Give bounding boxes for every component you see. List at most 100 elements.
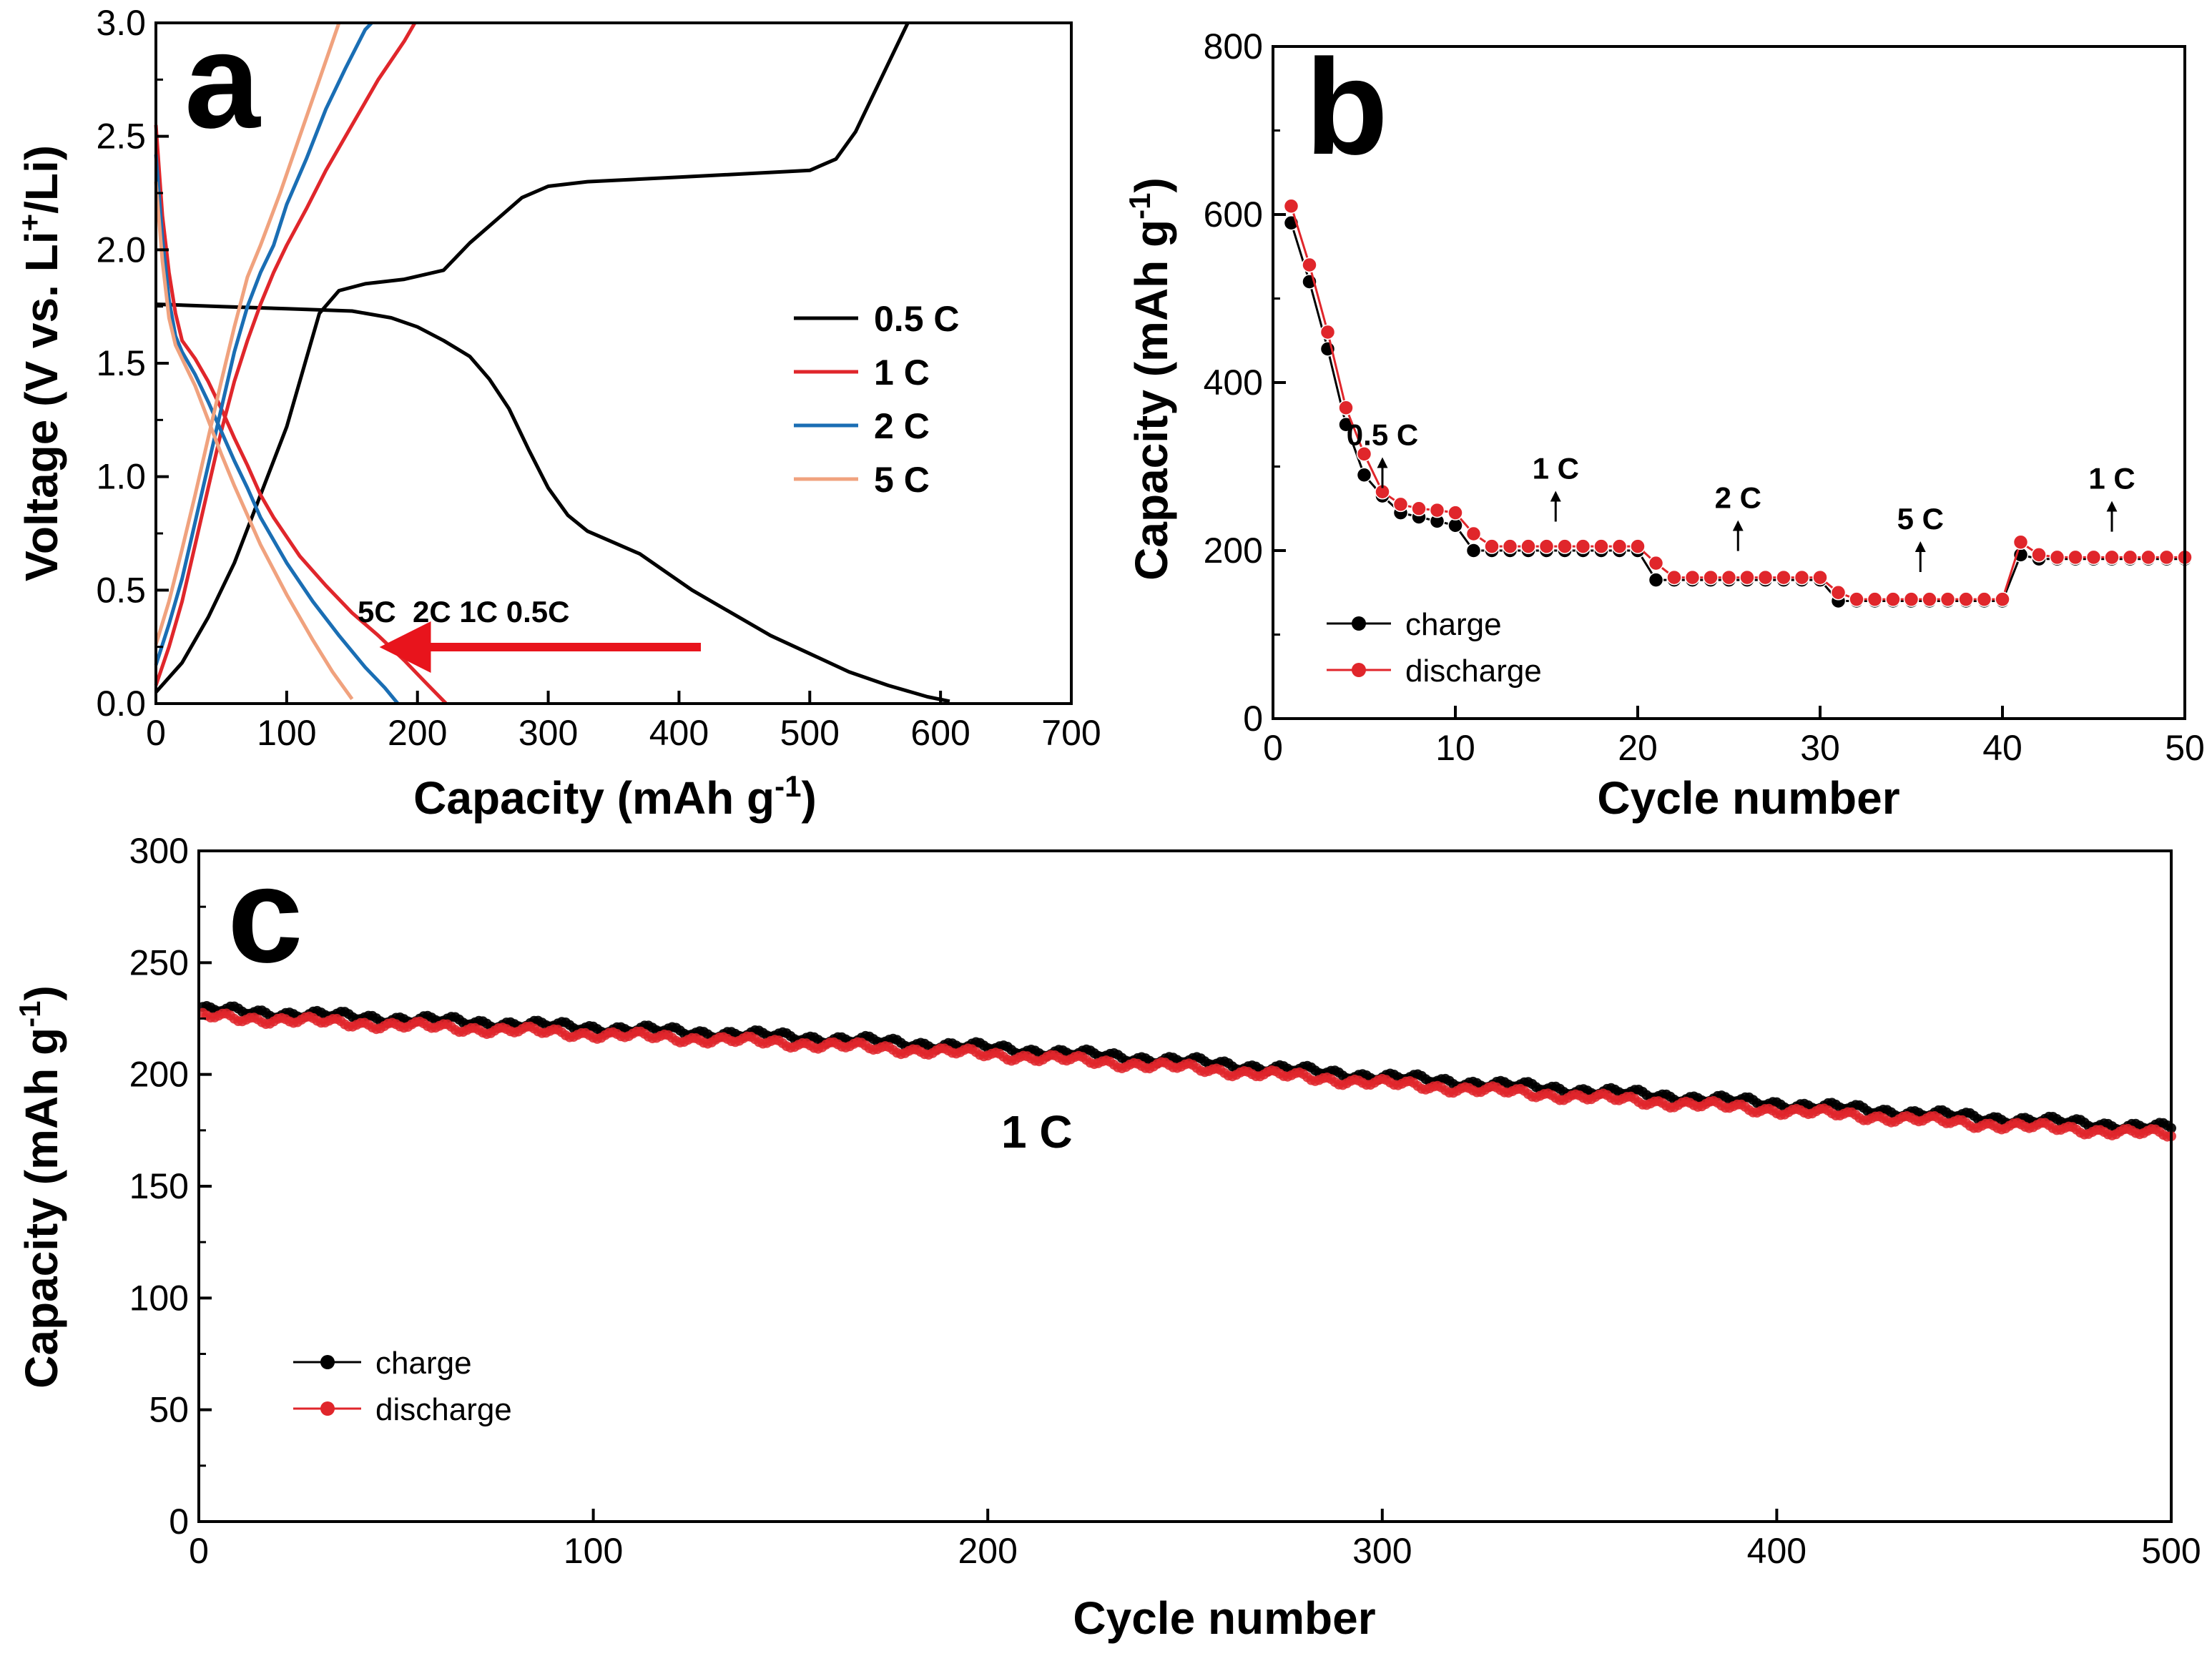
series-2C-discharge-line xyxy=(154,154,400,705)
panel-b-plot xyxy=(1283,198,2193,609)
point-discharge xyxy=(1302,257,1317,273)
panel-a-y-ticks: 0.0 0.5 1.0 1.5 2.0 2.5 3.0 xyxy=(96,3,169,724)
point-discharge xyxy=(1338,400,1354,415)
point-discharge xyxy=(2068,549,2083,566)
point-discharge xyxy=(2012,534,2029,550)
panel-b-y-ticks: 0 200 400 600 800 xyxy=(1204,26,1286,739)
series-0.5C-charge-line xyxy=(154,21,910,694)
point-discharge xyxy=(1794,569,1810,586)
point-discharge xyxy=(2158,549,2175,566)
y-tick-label: 50 xyxy=(149,1390,189,1430)
legend-label: charge xyxy=(375,1346,472,1381)
y-tick-label: 600 xyxy=(1204,194,1263,235)
panel-c: 0 100 200 300 400 500 0 50 100 150 200 250 300 c Cy… xyxy=(13,831,2201,1644)
point-discharge xyxy=(1538,538,1555,554)
x-tick-label: 400 xyxy=(649,713,709,753)
y-tick-label: 2.5 xyxy=(96,117,146,157)
panel-b-letter: b xyxy=(1305,31,1388,183)
point-discharge xyxy=(2122,549,2138,566)
point-discharge xyxy=(1392,496,1409,513)
series-1C-discharge-line xyxy=(154,124,448,705)
legend-label: 0.5 C xyxy=(874,299,960,339)
point-discharge xyxy=(1593,538,1609,554)
x-tick-label: 40 xyxy=(1982,728,2022,768)
y-tick-label: 3.0 xyxy=(96,3,146,43)
point-discharge xyxy=(1557,538,1573,554)
x-tick-label: 400 xyxy=(1747,1531,1807,1571)
point-discharge xyxy=(2085,549,2102,566)
point-discharge xyxy=(1867,591,1883,607)
point-discharge xyxy=(1703,569,1719,586)
y-tick-label: 400 xyxy=(1204,363,1263,403)
panel-a-x-axis-title: Capacity (mAh g-1) xyxy=(413,769,817,824)
rate-label: 1 C xyxy=(1533,452,1579,486)
point-discharge xyxy=(2049,549,2065,566)
panel-c-y-axis-title: Capacity (mAh g-1) xyxy=(13,985,67,1389)
panel-a-x-ticks: 0 100 200 300 400 500 600 700 xyxy=(146,691,1101,753)
x-tick-label: 100 xyxy=(564,1531,623,1571)
point-discharge xyxy=(1465,526,1482,542)
y-tick-label: 2.0 xyxy=(96,230,146,270)
point-discharge xyxy=(1447,505,1463,521)
point-discharge xyxy=(1484,538,1500,554)
rate-label: 5 C xyxy=(1897,502,1944,536)
point-discharge xyxy=(1630,538,1646,554)
legend-label: 5 C xyxy=(874,460,930,500)
point-charge xyxy=(1356,467,1372,483)
panel-b-y-axis-title: Capacity (mAh g-1) xyxy=(1123,177,1177,581)
point-discharge xyxy=(1812,569,1828,586)
point-discharge xyxy=(1666,569,1682,586)
x-tick-label: 30 xyxy=(1800,728,1840,768)
x-tick-label: 50 xyxy=(2165,728,2205,768)
point-discharge xyxy=(1411,501,1427,516)
legend-label: charge xyxy=(1405,607,1502,642)
point-discharge xyxy=(2140,549,2156,566)
point-discharge xyxy=(1283,198,1299,214)
point-discharge xyxy=(1684,569,1701,586)
x-tick-label: 100 xyxy=(257,713,316,753)
legend-label: 2 C xyxy=(874,406,930,446)
panel-b-x-ticks: 0 10 20 30 40 50 xyxy=(1263,706,2205,768)
panel-a-rate-order-label: 5C 2C 1C 0.5C xyxy=(358,595,569,629)
point-discharge xyxy=(1739,569,1755,586)
point-discharge xyxy=(1502,538,1518,554)
point-discharge xyxy=(1922,591,1937,607)
x-tick-label: 500 xyxy=(780,713,840,753)
series-5C-charge-line xyxy=(154,22,341,646)
legend-marker xyxy=(320,1355,335,1369)
x-tick-label: 200 xyxy=(958,1531,1017,1571)
point-charge xyxy=(1465,543,1482,558)
x-tick-label: 0 xyxy=(189,1531,209,1571)
point-discharge xyxy=(1885,591,1901,607)
x-tick-label: 500 xyxy=(2141,1531,2201,1571)
panel-b-x-axis-title: Cycle number xyxy=(1597,772,1899,824)
series-5C-discharge-line xyxy=(154,181,354,701)
x-tick-label: 300 xyxy=(518,713,578,753)
rate-label: 0.5 C xyxy=(1347,418,1418,452)
point-discharge xyxy=(1721,569,1737,586)
panel-a: 0 100 200 300 400 500 600 700 0.0 0.5 1.0 1.5 2.0 2.… xyxy=(13,3,1101,824)
point-discharge xyxy=(1958,591,1974,607)
y-tick-label: 100 xyxy=(129,1278,189,1318)
x-tick-label: 700 xyxy=(1041,713,1101,753)
legend-label: 1 C xyxy=(874,353,930,393)
y-tick-label: 0.0 xyxy=(96,684,146,724)
point-discharge xyxy=(2031,547,2047,563)
point-discharge xyxy=(1520,538,1536,554)
panel-c-plot xyxy=(197,1001,2176,1142)
panel-c-x-axis-title: Cycle number xyxy=(1073,1592,1375,1644)
panel-b-legend: charge discharge xyxy=(1327,607,1542,689)
x-tick-label: 300 xyxy=(1352,1531,1412,1571)
panel-a-frame xyxy=(154,21,1073,705)
panel-a-legend: 0.5 C 1 C 2 C 5 C xyxy=(794,299,960,500)
panel-c-letter: c xyxy=(227,839,303,991)
point-discharge xyxy=(1648,555,1664,571)
y-tick-label: 200 xyxy=(1204,531,1263,571)
panel-c-x-ticks: 0 100 200 300 400 500 xyxy=(189,1509,2201,1571)
point-discharge xyxy=(1976,591,1992,607)
point-discharge xyxy=(1429,502,1445,518)
panel-c-y-ticks: 0 50 100 150 200 250 300 xyxy=(129,831,212,1542)
point-discharge xyxy=(1611,538,1628,554)
point-discharge xyxy=(1995,591,2010,607)
x-tick-label: 10 xyxy=(1435,728,1475,768)
